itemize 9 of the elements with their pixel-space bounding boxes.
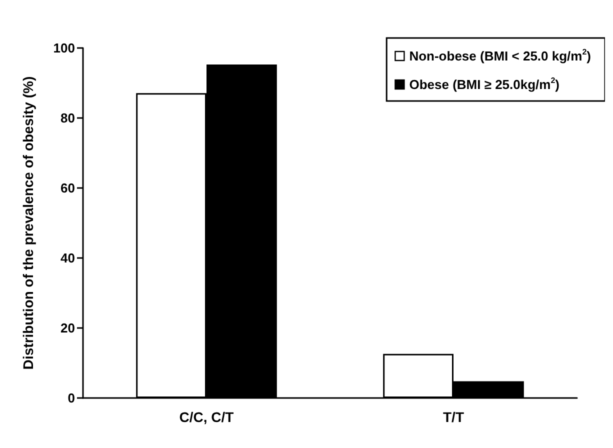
y-tick-label: 0 [68, 390, 75, 406]
y-tick-label: 20 [60, 320, 75, 336]
y-tick-label: 80 [60, 110, 75, 126]
y-tick-label: 60 [60, 180, 75, 196]
x-tick-label: T/T [443, 409, 464, 425]
x-tick-label: C/C, C/T [179, 409, 234, 425]
y-axis-title: Distribution of the prevalence of obesity (%) [20, 76, 36, 370]
y-tick-label: 40 [60, 250, 75, 266]
y-tick-label: 100 [53, 40, 75, 56]
